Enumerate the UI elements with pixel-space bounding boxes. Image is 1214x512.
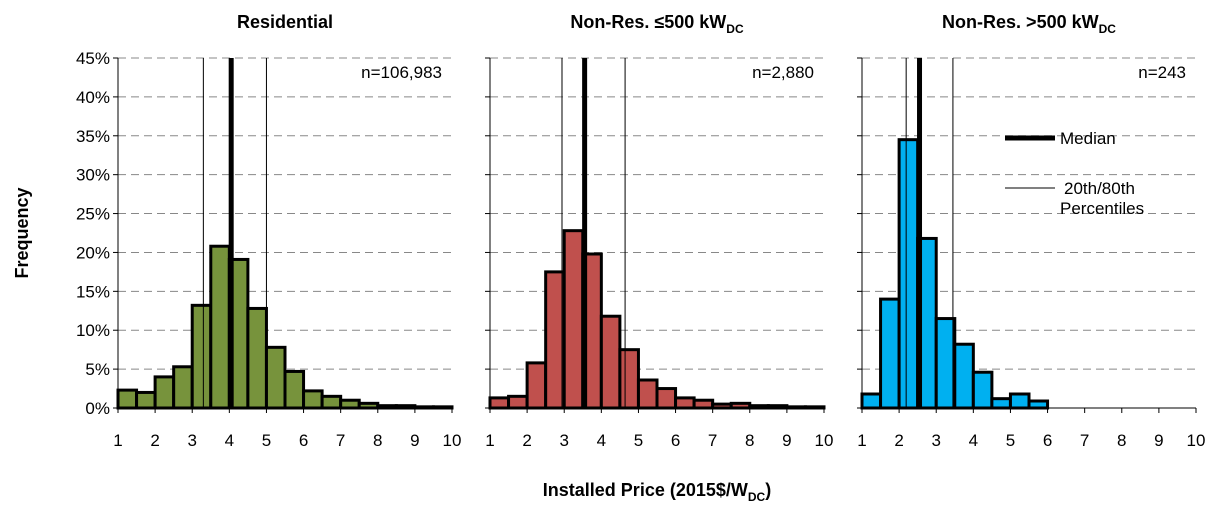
bar [990, 397, 1012, 410]
x-axis-label: Installed Price (2015$/WDC) [543, 480, 771, 504]
bar [711, 402, 733, 410]
x-tick-label: 4 [597, 431, 606, 450]
bar [1027, 399, 1050, 410]
x-tick-label: 2 [150, 431, 159, 450]
x-tick-label: 3 [187, 431, 196, 450]
title-subscript: DC [726, 22, 744, 36]
bar [692, 398, 715, 410]
y-tick-label: 15% [76, 282, 110, 301]
y-tick-label: 45% [76, 49, 110, 68]
x-tick-label: 5 [262, 431, 271, 450]
bar [953, 342, 975, 410]
bar [860, 392, 883, 410]
bar [488, 396, 511, 410]
x-tick-label: 8 [373, 431, 382, 450]
x-tick-label: 9 [1154, 431, 1163, 450]
y-axis-label: Frequency [12, 187, 32, 278]
x-tick-label: 5 [1006, 431, 1015, 450]
bar [971, 370, 994, 410]
bar [209, 244, 231, 410]
x-tick-label: 1 [113, 431, 122, 450]
bar [357, 401, 380, 410]
bar [190, 303, 213, 410]
bar [135, 390, 157, 410]
y-tick-label: 10% [76, 321, 110, 340]
bar [1008, 392, 1031, 410]
x-tick-label: 3 [931, 431, 940, 450]
x-tick-label: 10 [1187, 431, 1206, 450]
annotation: n=2,880 [752, 63, 814, 82]
y-tick-label: 25% [76, 205, 110, 224]
x-tick-label: 7 [708, 431, 717, 450]
y-tick-label: 40% [76, 88, 110, 107]
panel-title: Residential [237, 12, 333, 32]
x-tick-label: 7 [336, 431, 345, 450]
bar [544, 270, 566, 410]
panel-title: Non-Res. >500 kWDC [942, 12, 1116, 36]
title-text: Non-Res. ≤500 kW [570, 12, 726, 32]
x-tick-label: 9 [410, 431, 419, 450]
bar [320, 394, 343, 410]
y-tick-label: 0% [85, 399, 110, 418]
bar [636, 378, 659, 410]
bar [934, 317, 957, 410]
x-tick-label: 7 [1080, 431, 1089, 450]
bar [507, 394, 529, 410]
legend-label: Percentiles [1060, 199, 1144, 218]
bar [562, 229, 585, 410]
x-label-text: Installed Price (2015$/W [543, 480, 748, 500]
legend-label: 20th/80th [1064, 179, 1135, 198]
title-text: Non-Res. >500 kW [942, 12, 1099, 32]
x-tick-label: 6 [1043, 431, 1052, 450]
x-tick-label: 3 [559, 431, 568, 450]
annotation: n=106,983 [361, 63, 442, 82]
x-tick-label: 5 [634, 431, 643, 450]
x-label-text: ) [765, 480, 771, 500]
bar [246, 306, 268, 410]
bar [525, 361, 548, 410]
x-tick-label: 8 [745, 431, 754, 450]
bar [116, 388, 139, 410]
x-tick-label: 2 [894, 431, 903, 450]
title-subscript: DC [1099, 22, 1117, 36]
y-tick-label: 5% [85, 360, 110, 379]
bar [729, 401, 752, 410]
bar [599, 314, 622, 410]
bar [264, 345, 287, 410]
y-tick-label: 30% [76, 166, 110, 185]
x-tick-label: 1 [857, 431, 866, 450]
x-tick-label: 4 [969, 431, 978, 450]
x-tick-label: 1 [485, 431, 494, 450]
bar [897, 138, 920, 410]
x-tick-label: 9 [782, 431, 791, 450]
bar [618, 348, 640, 410]
x-tick-label: 2 [522, 431, 531, 450]
x-tick-label: 6 [299, 431, 308, 450]
x-label-subscript: DC [748, 490, 766, 504]
bar [674, 396, 696, 410]
title-text: Residential [237, 12, 333, 32]
bar [879, 297, 901, 410]
x-tick-label: 10 [815, 431, 834, 450]
bar [153, 375, 176, 410]
x-tick-label: 8 [1117, 431, 1126, 450]
bar [339, 398, 361, 410]
x-tick-label: 10 [443, 431, 462, 450]
panel-title: Non-Res. ≤500 kWDC [570, 12, 744, 36]
legend-label: Median [1060, 129, 1116, 148]
x-tick-label: 4 [225, 431, 234, 450]
bar [655, 387, 678, 410]
bar [302, 389, 324, 410]
y-tick-label: 35% [76, 127, 110, 146]
x-tick-label: 6 [671, 431, 680, 450]
annotation: n=243 [1138, 63, 1186, 82]
bar [283, 369, 306, 410]
bar [172, 365, 194, 410]
y-tick-label: 20% [76, 243, 110, 262]
